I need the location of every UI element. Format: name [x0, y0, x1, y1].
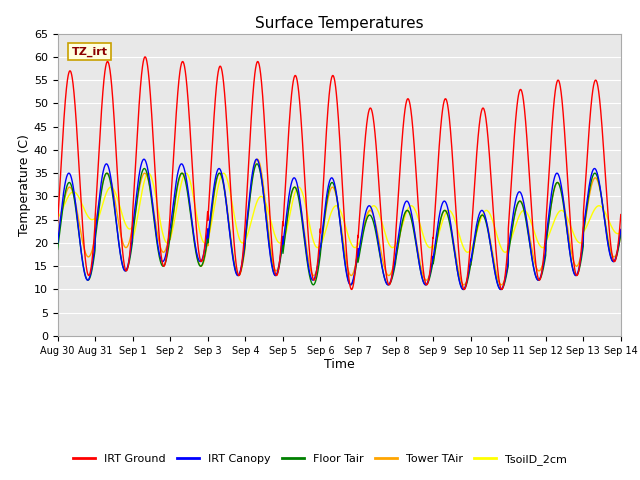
X-axis label: Time: Time	[324, 359, 355, 372]
Text: TZ_irt: TZ_irt	[72, 47, 108, 57]
Title: Surface Temperatures: Surface Temperatures	[255, 16, 424, 31]
Y-axis label: Temperature (C): Temperature (C)	[18, 134, 31, 236]
Legend: IRT Ground, IRT Canopy, Floor Tair, Tower TAir, TsoilD_2cm: IRT Ground, IRT Canopy, Floor Tair, Towe…	[68, 450, 572, 469]
